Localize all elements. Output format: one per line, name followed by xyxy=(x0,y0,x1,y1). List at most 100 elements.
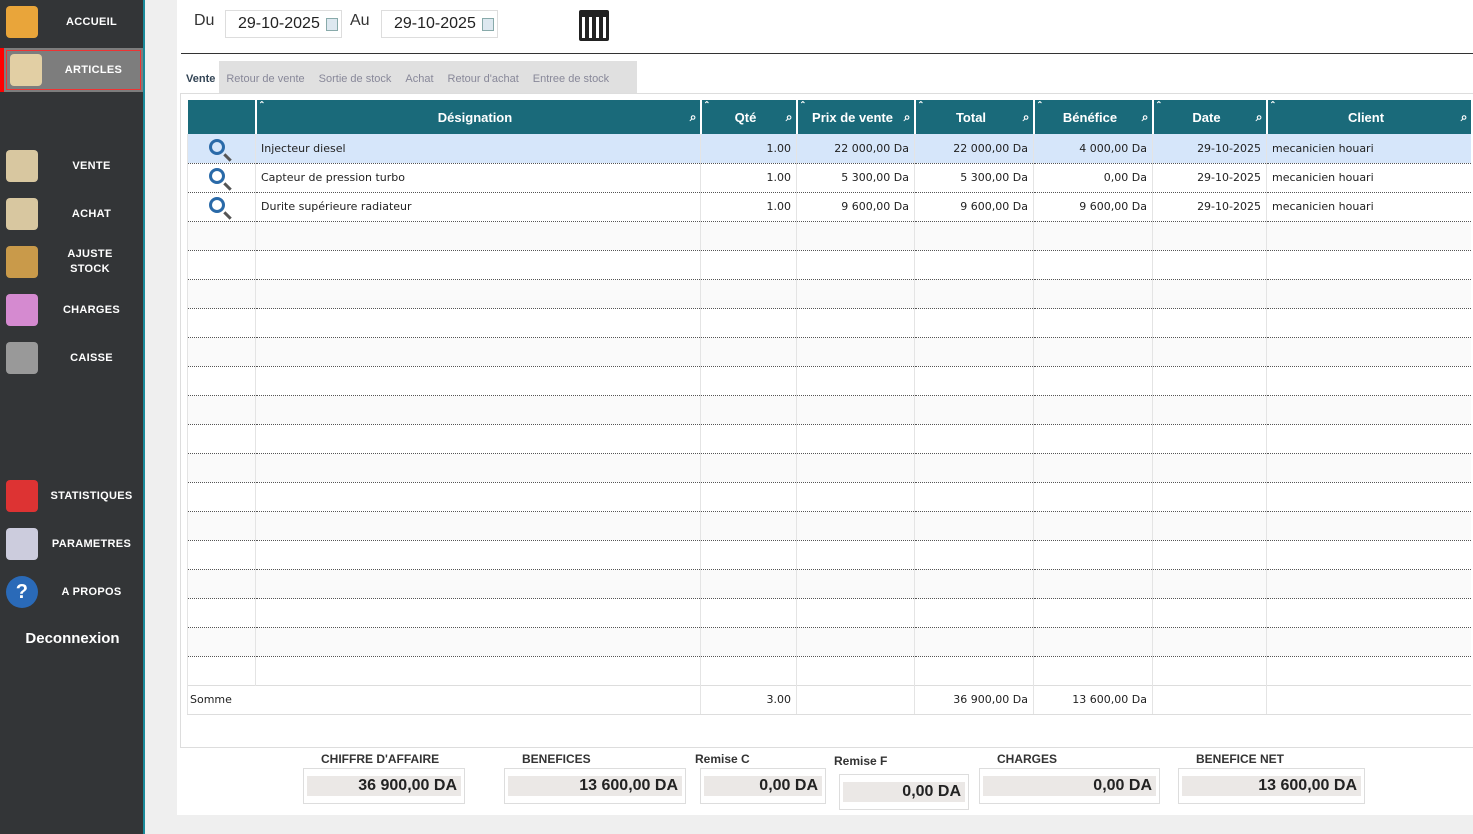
column-header[interactable]: ⌃ Désignation ⌕ xyxy=(254,100,701,134)
boxes-icon xyxy=(6,246,38,278)
sidebar-item-statistiques[interactable]: STATISTIQUES xyxy=(0,474,143,518)
to-date-input[interactable]: 29-10-2025 xyxy=(381,10,498,38)
kpi-value-box: 36 900,00 DA xyxy=(303,768,465,804)
sort-icon[interactable]: ⌃ xyxy=(1036,100,1044,109)
sidebar-item-charges[interactable]: CHARGES xyxy=(0,288,143,332)
crate-icon xyxy=(10,54,42,86)
filter-search-icon[interactable]: ⌕ xyxy=(785,110,793,124)
filter-search-icon[interactable]: ⌕ xyxy=(1460,110,1468,124)
sum-cell xyxy=(255,684,701,715)
calendar-search-button[interactable] xyxy=(579,10,609,41)
tab-retour-de-vente[interactable]: Retour de vente xyxy=(226,73,305,85)
sidebar-item-label: CHARGES xyxy=(62,303,121,316)
filter-search-icon[interactable]: ⌕ xyxy=(689,110,697,124)
table-cell xyxy=(255,395,701,425)
sort-icon[interactable]: ⌃ xyxy=(799,100,807,109)
pie-chart-icon xyxy=(6,480,38,512)
table-row[interactable] xyxy=(187,598,1471,628)
filter-search-icon[interactable]: ⌕ xyxy=(1255,110,1263,124)
sidebar-item-ajuste-stock[interactable]: AJUSTE STOCK xyxy=(0,240,143,284)
table-cell xyxy=(796,424,915,454)
tab-retour-d-achat[interactable]: Retour d'achat xyxy=(447,73,519,85)
magnifier-icon[interactable] xyxy=(209,138,225,155)
sidebar-item-achat[interactable]: ACHAT xyxy=(0,192,143,236)
table-row[interactable] xyxy=(187,279,1471,309)
table-row[interactable] xyxy=(187,540,1471,570)
table-cell xyxy=(796,511,915,541)
sidebar-item-caisse[interactable]: CAISSE xyxy=(0,336,143,380)
column-header[interactable]: ⌃ Date ⌕ xyxy=(1151,100,1267,134)
row-action-cell xyxy=(187,656,256,686)
sort-icon[interactable]: ⌃ xyxy=(258,100,266,109)
sidebar-item-articles[interactable]: ARTICLES xyxy=(0,48,143,92)
sort-icon[interactable]: ⌃ xyxy=(703,100,711,109)
table-row[interactable] xyxy=(187,337,1471,367)
table-cell xyxy=(1152,250,1267,280)
sidebar-item-parametres[interactable]: PARAMETRES xyxy=(0,522,143,566)
tab-entree-de-stock[interactable]: Entree de stock xyxy=(532,73,610,85)
table-cell xyxy=(1033,395,1153,425)
table-row[interactable]: Capteur de pression turbo 1.00 5 300,00 Da… xyxy=(187,163,1471,193)
tab-sortie-de-stock[interactable]: Sortie de stock xyxy=(318,73,392,85)
filter-search-icon[interactable]: ⌕ xyxy=(1141,110,1149,124)
table-cell xyxy=(700,656,797,686)
sidebar-item-accueil[interactable]: ACCUEIL xyxy=(0,0,143,44)
help-icon: ? xyxy=(6,576,38,608)
column-title: Total xyxy=(955,109,987,125)
tab-achat[interactable]: Achat xyxy=(405,73,434,85)
table-row[interactable] xyxy=(187,308,1471,338)
sidebar-item-label: AJUSTE STOCK xyxy=(67,248,113,275)
table-cell xyxy=(1266,511,1471,541)
table-row[interactable] xyxy=(187,395,1471,425)
table-cell xyxy=(1266,395,1471,425)
sort-icon[interactable]: ⌃ xyxy=(1269,100,1277,109)
row-action-cell xyxy=(187,163,256,193)
column-header[interactable]: ⌃ Qté ⌕ xyxy=(699,100,797,134)
table-row[interactable] xyxy=(187,511,1471,541)
table-cell xyxy=(914,482,1034,512)
table-row[interactable]: Durite supérieure radiateur 1.00 9 600,00 … xyxy=(187,192,1471,222)
table-row[interactable] xyxy=(187,221,1471,251)
table-cell xyxy=(796,453,915,483)
table-row[interactable] xyxy=(187,627,1471,657)
calendar-icon[interactable] xyxy=(482,18,494,31)
table-row[interactable] xyxy=(187,366,1471,396)
from-label: Du xyxy=(194,12,215,29)
table-row[interactable] xyxy=(187,656,1471,686)
table-row[interactable] xyxy=(187,453,1471,483)
table-row[interactable]: Injecteur diesel 1.00 22 000,00 Da 22 000,0… xyxy=(187,134,1471,164)
table-row[interactable] xyxy=(187,250,1471,280)
from-date-input[interactable]: 29-10-2025 xyxy=(225,10,342,38)
table-cell: 29-10-2025 xyxy=(1152,192,1267,222)
column-header[interactable]: ⌃ Client ⌕ xyxy=(1265,100,1471,134)
table-row[interactable] xyxy=(187,424,1471,454)
kpi-value: 0,00 DA xyxy=(983,776,1156,796)
table-cell xyxy=(914,395,1034,425)
logout-button[interactable]: Deconnexion xyxy=(25,630,120,647)
calendar-icon[interactable] xyxy=(326,18,338,31)
column-header[interactable] xyxy=(187,100,256,134)
sidebar-item-vente[interactable]: VENTE xyxy=(0,144,143,188)
magnifier-icon[interactable] xyxy=(209,168,225,184)
sum-row: Somme 3.00 36 900,00 Da 13 600,00 Da xyxy=(187,684,1471,715)
table-cell xyxy=(914,366,1034,396)
table-cell xyxy=(255,221,701,251)
filter-search-icon[interactable]: ⌕ xyxy=(903,110,911,124)
column-header[interactable]: ⌃ Total ⌕ xyxy=(913,100,1034,134)
table-row[interactable] xyxy=(187,569,1471,599)
column-header[interactable]: ⌃ Prix de vente ⌕ xyxy=(795,100,915,134)
table-cell xyxy=(1266,482,1471,512)
tab-vente[interactable]: Vente xyxy=(182,61,220,93)
column-header[interactable]: ⌃ Bénéfice ⌕ xyxy=(1032,100,1153,134)
filter-search-icon[interactable]: ⌕ xyxy=(1022,110,1030,124)
sort-icon[interactable]: ⌃ xyxy=(917,100,925,109)
table-cell: 1.00 xyxy=(700,192,797,222)
table-cell: 9 600,00 Da xyxy=(1033,192,1153,222)
sidebar-item-a-propos[interactable]: ? A PROPOS xyxy=(0,570,143,614)
table-cell xyxy=(255,540,701,570)
magnifier-icon[interactable] xyxy=(209,197,225,213)
table-row[interactable] xyxy=(187,482,1471,512)
table-cell xyxy=(255,627,701,657)
table-cell xyxy=(700,279,797,309)
sort-icon[interactable]: ⌃ xyxy=(1155,100,1163,109)
